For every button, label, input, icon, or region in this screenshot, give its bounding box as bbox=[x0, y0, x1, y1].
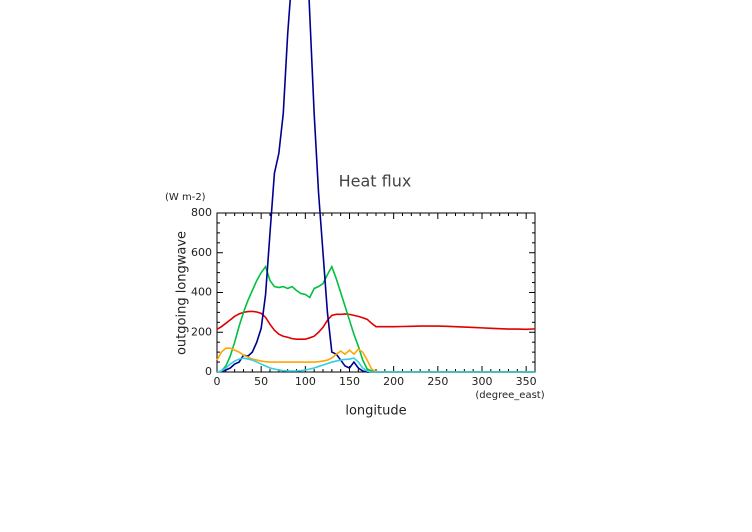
series-line bbox=[216, 310, 536, 341]
y-tick-label: 200 bbox=[191, 325, 212, 338]
x-tick-label: 100 bbox=[295, 375, 316, 388]
y-tick-label: 600 bbox=[191, 246, 212, 259]
series-line bbox=[216, 347, 535, 373]
x-tick-label: 0 bbox=[214, 375, 221, 388]
series-line bbox=[216, 264, 535, 373]
y-tick-label: 0 bbox=[205, 365, 212, 378]
x-tick-label: 200 bbox=[383, 375, 404, 388]
y-tick-label: 400 bbox=[191, 286, 212, 299]
x-tick-label: 350 bbox=[516, 375, 537, 388]
plot-frame bbox=[216, 212, 536, 373]
chart-title: Heat flux bbox=[339, 172, 412, 191]
x-tick-label: 250 bbox=[427, 375, 448, 388]
x-axis-label: longitude bbox=[345, 404, 406, 419]
y-tick-label: 800 bbox=[191, 206, 212, 219]
series-line bbox=[216, 357, 535, 373]
x-tick-label: 50 bbox=[254, 375, 268, 388]
x-tick-label: 150 bbox=[339, 375, 360, 388]
y-axis-label: outgoing longwave bbox=[175, 231, 190, 355]
y-unit: (W m-2) bbox=[165, 192, 206, 203]
x-tick-label: 300 bbox=[472, 375, 493, 388]
x-unit: (degree_east) bbox=[475, 390, 544, 401]
